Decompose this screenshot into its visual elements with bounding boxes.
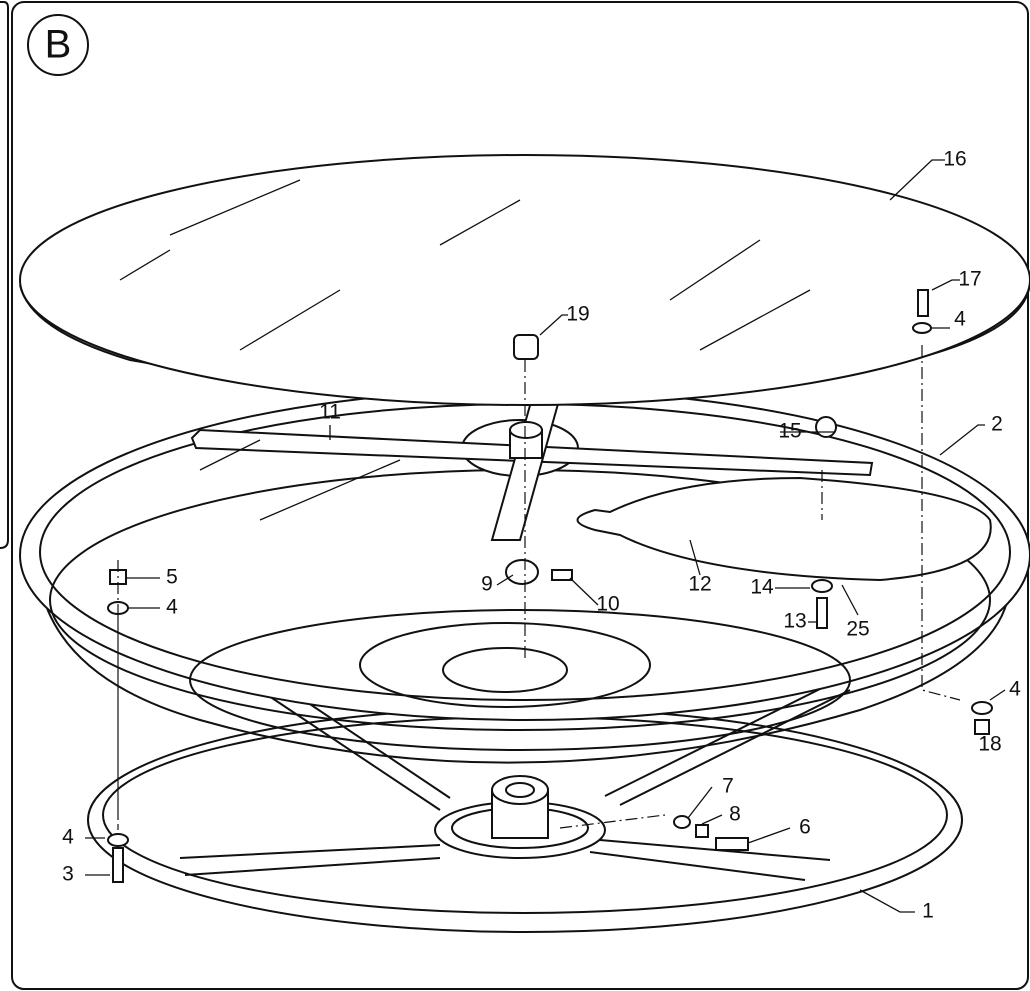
adjacent-panel-frame [0, 2, 8, 548]
callout-label: 19 [566, 303, 589, 326]
callout-label: 4 [62, 826, 74, 849]
callout-label: 25 [846, 618, 869, 641]
callout-label: 17 [958, 268, 981, 291]
callout-label: 13 [783, 610, 806, 633]
callout-label: 1 [922, 900, 934, 923]
callout-label: 4 [1009, 678, 1021, 701]
callout-label: 3 [62, 863, 74, 886]
callout-label: 11 [319, 401, 341, 424]
callout-label: 5 [166, 566, 178, 589]
assembly-diagram: B [0, 0, 1030, 991]
callout-label: 16 [943, 148, 966, 171]
callout-label: 15 [778, 420, 801, 443]
callout-label: 18 [978, 733, 1001, 756]
panel-label: B [45, 23, 72, 67]
callout-label: 14 [750, 576, 774, 599]
callout-label: 4 [954, 308, 966, 331]
callout-label: 7 [722, 775, 734, 798]
callout-label: 12 [688, 573, 711, 596]
base-ring [88, 684, 962, 932]
callout-label: 6 [799, 816, 811, 839]
callout-label: 10 [596, 593, 619, 616]
callout-label: 9 [481, 573, 493, 596]
callout-label: 8 [729, 803, 741, 826]
callout-label: 2 [991, 413, 1003, 436]
callout-label: 4 [166, 596, 178, 619]
